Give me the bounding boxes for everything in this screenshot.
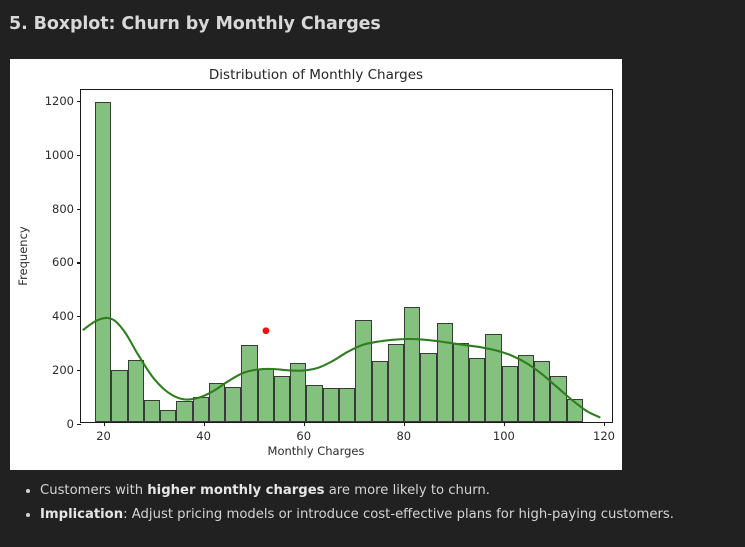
y-tick-label: 400 <box>52 309 74 324</box>
y-axis-label: Frequency <box>16 226 30 286</box>
y-tick-mark <box>77 316 81 318</box>
histogram-bar <box>111 370 128 422</box>
histogram-bar <box>208 383 226 422</box>
histogram-bar <box>225 386 242 422</box>
histogram-bar <box>404 306 421 422</box>
x-tick-mark <box>503 422 506 426</box>
y-tick-label: 1200 <box>44 93 74 108</box>
x-axis-label: Monthly Charges <box>267 444 365 458</box>
y-tick-mark <box>77 208 81 210</box>
histogram-bar <box>127 359 144 422</box>
histogram-bar <box>436 323 453 422</box>
histogram-bar <box>143 399 161 422</box>
x-tick-mark <box>103 422 105 426</box>
x-tick-label: 20 <box>96 429 111 443</box>
histogram-bar <box>273 375 291 422</box>
histogram-bar <box>517 354 535 422</box>
y-tick-label: 0 <box>66 417 74 431</box>
histogram-bar <box>160 409 177 422</box>
note-1-pre: Customers with <box>40 483 148 498</box>
histogram-bar <box>338 387 356 422</box>
outlier-point <box>262 327 270 335</box>
note-1-bold: higher monthly charges <box>147 483 325 498</box>
y-tick-label: 1000 <box>44 147 74 162</box>
chart-title: Distribution of Monthly Charges <box>208 67 424 83</box>
x-tick-label: 120 <box>593 429 615 443</box>
histogram-bar <box>387 344 405 422</box>
histogram-bar <box>241 345 258 422</box>
figure-card: Distribution of Monthly Charges Frequenc… <box>10 59 622 470</box>
y-tick-mark <box>77 154 81 156</box>
density-curve <box>82 316 601 419</box>
list-item: Implication: Adjust pricing models or in… <box>40 506 730 525</box>
histogram-bar <box>501 366 518 422</box>
insights-list: Customers with higher monthly charges ar… <box>10 482 730 529</box>
y-tick-mark <box>77 424 81 426</box>
page-title: 5. Boxplot: Churn by Monthly Charges <box>9 14 381 34</box>
outlier-marker <box>262 327 270 335</box>
x-tick-mark <box>403 422 405 426</box>
y-tick-label: 600 <box>52 255 74 270</box>
y-tick-mark <box>77 100 81 102</box>
histogram-bar <box>371 360 388 422</box>
x-tick-mark <box>603 422 606 426</box>
histogram-bar <box>176 401 193 422</box>
note-1-post: are more likely to churn. <box>324 483 490 498</box>
x-tick-mark <box>203 422 205 426</box>
histogram-bar <box>485 333 502 422</box>
x-tick-label: 80 <box>396 429 412 443</box>
histogram-bar <box>306 385 323 422</box>
histogram-bar <box>452 342 470 422</box>
histogram-bar <box>290 363 307 422</box>
x-tick-mark <box>303 422 305 426</box>
matplotlib-figure: Distribution of Monthly Charges Frequenc… <box>10 59 622 470</box>
density-curve-path <box>82 316 601 419</box>
x-tick-label: 60 <box>296 429 312 443</box>
y-tick-mark <box>77 262 81 264</box>
y-tick-mark <box>77 370 81 372</box>
note-2-post: : Adjust pricing models or introduce cos… <box>123 506 674 522</box>
x-tick-label: 100 <box>492 429 515 443</box>
histogram-bar <box>420 353 437 422</box>
y-tick-label: 200 <box>52 363 74 378</box>
y-tick-label: 800 <box>52 201 74 216</box>
x-tick-label: 40 <box>196 429 211 443</box>
note-2-bold: Implication <box>40 506 124 522</box>
plot-area: 0 200 400 600 800 1000 1200 20 40 60 80 100 120 <box>45 89 615 443</box>
histogram-bar <box>469 357 486 422</box>
histogram-bar <box>322 387 339 422</box>
list-item: Customers with higher monthly charges ar… <box>40 482 730 501</box>
histogram-bar <box>95 101 112 422</box>
histogram-bar <box>550 376 567 422</box>
